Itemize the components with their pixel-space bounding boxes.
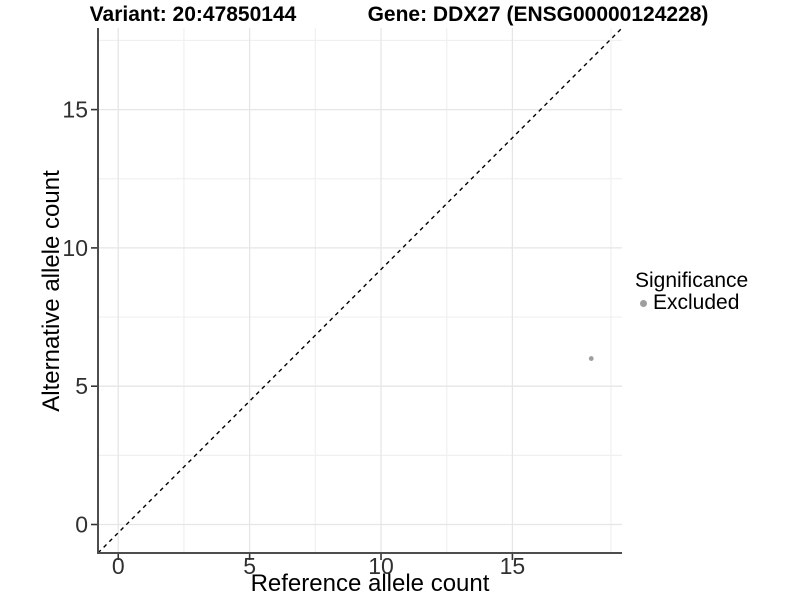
identity-line <box>97 27 623 554</box>
y-tick-label: 5 <box>75 373 88 399</box>
legend: Significance Excluded <box>635 269 748 314</box>
x-tick-label: 0 <box>112 553 125 579</box>
x-tick-label: 5 <box>243 553 256 579</box>
plot-title-gene: Gene: DDX27 (ENSG00000124228) <box>367 3 709 26</box>
legend-item-excluded: Excluded <box>635 291 748 314</box>
y-tick-label: 15 <box>62 97 88 123</box>
plot-title-variant: Variant: 20:47850144 <box>89 3 297 26</box>
y-tick-label: 0 <box>75 512 88 538</box>
legend-title: Significance <box>635 269 749 292</box>
x-axis-title: Reference allele count <box>250 570 490 597</box>
y-tick-label: 10 <box>62 235 88 261</box>
data-point <box>588 356 594 361</box>
x-tick-label: 15 <box>500 553 526 579</box>
legend-item-label: Excluded <box>653 291 740 314</box>
x-tick-label: 10 <box>368 553 394 579</box>
y-axis-title: Alternative allele count <box>38 170 65 412</box>
legend-key-dot-icon <box>640 299 647 307</box>
